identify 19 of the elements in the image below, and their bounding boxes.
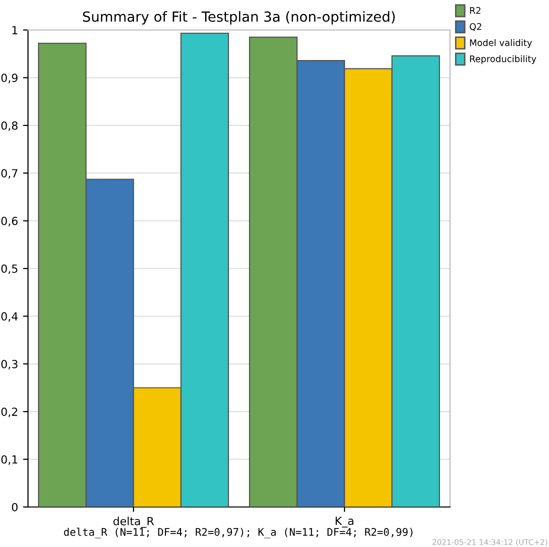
x-tick-label: delta_R bbox=[113, 516, 154, 528]
legend-label: R2 bbox=[470, 7, 480, 14]
y-tick-label: 0,5 bbox=[1, 264, 18, 274]
y-tick-label: 0,6 bbox=[1, 216, 18, 226]
y-tick-label: 0,2 bbox=[1, 408, 18, 418]
y-tick-label: 0 bbox=[12, 502, 18, 512]
y-tick-label: 0,4 bbox=[1, 312, 18, 322]
legend-label: Model validity bbox=[470, 39, 532, 48]
x-axis-title: delta_R (N=11; DF=4; R2=0,97); K_a (N=11; DF=4; R2=0,99) bbox=[64, 528, 412, 538]
y-tick-label: 0,8 bbox=[1, 121, 18, 131]
y-tick-label: 0,7 bbox=[1, 169, 18, 179]
y-tick-label: 0,1 bbox=[1, 455, 18, 465]
x-tick-label: K_a bbox=[336, 516, 354, 528]
y-tick-label: 0,9 bbox=[1, 74, 18, 84]
chart-title: Summary of Fit - Testplan 3a (non-optimized) bbox=[82, 11, 395, 25]
legend-label: Q2 bbox=[470, 23, 482, 32]
y-tick-label: 0,3 bbox=[1, 360, 18, 370]
y-tick-label: 1 bbox=[12, 26, 18, 34]
legend-label: Reproducibility bbox=[470, 55, 536, 64]
